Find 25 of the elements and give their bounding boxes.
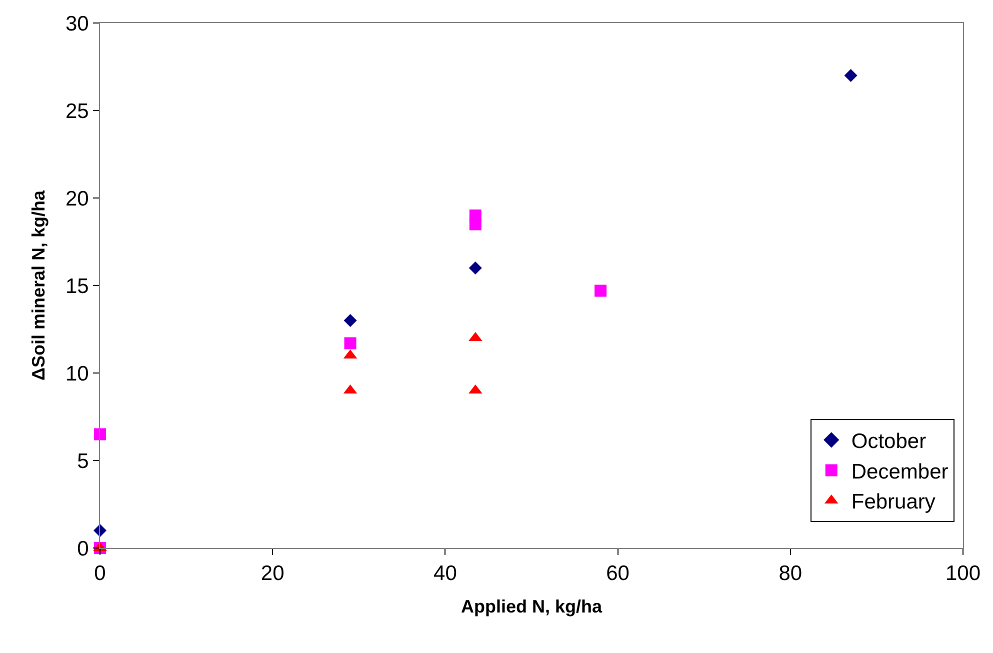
y-tick-label: 10 (65, 362, 89, 386)
x-tick-label: 100 (945, 562, 981, 586)
y-tick-label: 30 (65, 12, 89, 36)
x-tick-label: 80 (778, 562, 802, 586)
point (94, 428, 106, 440)
point (594, 284, 607, 297)
y-tick-label: 25 (65, 100, 89, 123)
legend-label: February (851, 490, 936, 514)
x-tick-label: 0 (94, 562, 106, 586)
point (844, 69, 858, 82)
y-tick-label: 5 (77, 450, 89, 473)
x-axis-title: Applied N, kg/ha (460, 596, 603, 616)
x-tick-label: 20 (260, 562, 284, 586)
point (344, 314, 357, 327)
x-tick-label: 60 (606, 562, 630, 586)
x-tick-label: 40 (434, 562, 457, 586)
point (469, 218, 482, 230)
point (344, 337, 356, 350)
legend-label: December (851, 460, 948, 484)
y-axis-title: ΔSoil mineral N, kg/ha (28, 190, 49, 380)
y-tick-label: 15 (65, 274, 89, 298)
point (468, 262, 482, 274)
y-tick-label: 0 (77, 537, 89, 560)
y-tick-label: 20 (65, 187, 89, 210)
legend-label: October (851, 430, 926, 454)
